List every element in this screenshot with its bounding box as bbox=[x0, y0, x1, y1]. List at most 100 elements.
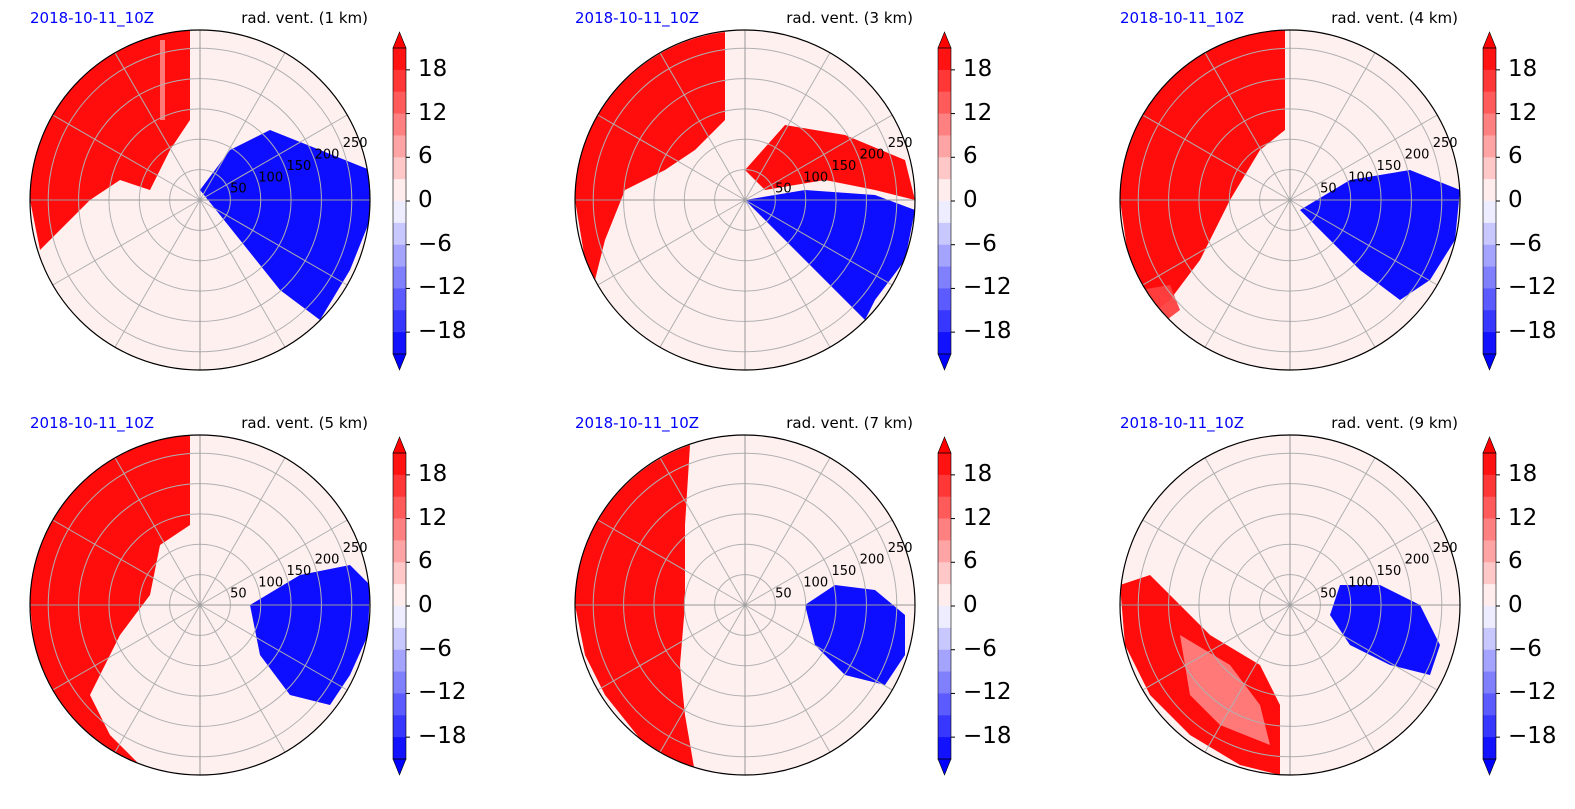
colorbar bbox=[392, 436, 410, 776]
colorbar-extend-max bbox=[937, 31, 952, 49]
range-tick-label: 250 bbox=[343, 541, 368, 556]
colorbar-segment bbox=[393, 222, 406, 246]
azimuth-spoke bbox=[1289, 52, 1376, 201]
date-label: 2018-10-11_10Z bbox=[1120, 414, 1245, 432]
azimuth-spoke bbox=[114, 457, 201, 606]
colorbar-segment bbox=[393, 584, 406, 607]
variable-label: rad. vent. (4 km) bbox=[1331, 9, 1458, 27]
range-tick-label: 250 bbox=[343, 136, 368, 151]
colorbar-tick-label: 0 bbox=[1508, 592, 1523, 618]
colorbar-segment bbox=[1483, 113, 1496, 136]
velocity-region bbox=[805, 585, 905, 685]
range-tick-label: 250 bbox=[888, 541, 913, 556]
range-tick-label: 50 bbox=[775, 587, 792, 602]
azimuth-spoke bbox=[199, 519, 348, 606]
range-tick-label: 100 bbox=[258, 170, 283, 185]
colorbar-segment bbox=[393, 606, 406, 629]
variable-label: rad. vent. (7 km) bbox=[786, 414, 913, 432]
colorbar-tick-label: −6 bbox=[963, 230, 997, 257]
colorbar-segment bbox=[1483, 496, 1496, 520]
velocity-region bbox=[200, 130, 370, 320]
azimuth-spoke bbox=[1142, 604, 1291, 691]
colorbar bbox=[937, 31, 955, 371]
azimuth-spoke bbox=[744, 604, 893, 691]
colorbar-segment bbox=[393, 540, 406, 563]
colorbar-segment bbox=[938, 113, 951, 136]
colorbar-segment bbox=[1483, 135, 1496, 158]
azimuth-spoke bbox=[1289, 604, 1376, 753]
colorbar-segment bbox=[1483, 288, 1496, 311]
azimuth-spoke bbox=[199, 114, 348, 201]
azimuth-spoke bbox=[199, 52, 286, 201]
range-tick-label: 200 bbox=[1405, 553, 1430, 568]
colorbar-segment bbox=[938, 179, 951, 202]
range-tick-label: 100 bbox=[803, 575, 828, 590]
colorbar-segment bbox=[1483, 584, 1496, 607]
variable-label: rad. vent. (9 km) bbox=[1331, 414, 1458, 432]
colorbar-tick-label: 0 bbox=[418, 187, 433, 213]
colorbar-segment bbox=[938, 310, 951, 333]
azimuth-spoke bbox=[1289, 199, 1438, 286]
colorbar bbox=[1482, 436, 1500, 776]
range-tick-label: 50 bbox=[230, 587, 247, 602]
colorbar-extend-min bbox=[1482, 758, 1497, 776]
radar-panel: 50 100 150 200 250 18 12 6 0 −6 −12 −18 2018-10-11_1… bbox=[545, 0, 1065, 400]
velocity-field bbox=[575, 445, 905, 773]
colorbar-segment bbox=[393, 91, 406, 115]
velocity-region bbox=[575, 32, 725, 280]
colorbar-segment bbox=[938, 715, 951, 738]
colorbar-tick-label: 0 bbox=[1508, 187, 1523, 213]
azimuth-spoke bbox=[659, 457, 746, 606]
range-tick-label: 150 bbox=[1376, 159, 1401, 174]
colorbar bbox=[1482, 31, 1500, 371]
colorbar-segment bbox=[938, 288, 951, 311]
date-label: 2018-10-11_10Z bbox=[575, 414, 700, 432]
colorbar-tick-label: 6 bbox=[1508, 143, 1523, 170]
colorbar-tick-label: 18 bbox=[963, 460, 993, 487]
colorbar-tick-label: −12 bbox=[418, 274, 467, 301]
velocity-region bbox=[745, 125, 915, 200]
colorbar-segment bbox=[393, 157, 406, 180]
colorbar-segment bbox=[393, 244, 406, 268]
velocity-region bbox=[250, 565, 370, 705]
colorbar-tick-label: −6 bbox=[1508, 635, 1542, 662]
colorbar-tick-label: 0 bbox=[963, 592, 978, 618]
colorbar-segment bbox=[938, 606, 951, 629]
colorbar-tick-label: 12 bbox=[963, 504, 993, 531]
colorbar-segment bbox=[393, 496, 406, 520]
azimuth-spoke bbox=[744, 199, 831, 348]
azimuth-spoke bbox=[744, 604, 831, 753]
polar-boundary bbox=[574, 434, 916, 776]
azimuth-spoke bbox=[1142, 199, 1291, 286]
azimuth-spoke bbox=[744, 114, 893, 201]
colorbar-segment bbox=[393, 562, 406, 585]
colorbar-segment bbox=[1483, 649, 1496, 673]
colorbar-extend-max bbox=[1482, 31, 1497, 49]
azimuth-spoke bbox=[114, 52, 201, 201]
colorbar-extend-min bbox=[392, 353, 407, 371]
colorbar-segment bbox=[1483, 693, 1496, 716]
colorbar-tick-label: −18 bbox=[1508, 723, 1557, 750]
variable-label: rad. vent. (5 km) bbox=[241, 414, 368, 432]
colorbar-segment bbox=[393, 453, 406, 476]
range-tick-label: 250 bbox=[1433, 541, 1458, 556]
azimuth-spoke bbox=[52, 604, 201, 691]
range-tick-label: 50 bbox=[1320, 182, 1337, 197]
colorbar-segment bbox=[938, 518, 951, 541]
colorbar-segment bbox=[1483, 474, 1496, 498]
colorbar-tick-label: −12 bbox=[418, 679, 467, 706]
colorbar bbox=[937, 436, 955, 776]
azimuth-spoke bbox=[114, 199, 201, 348]
colorbar-segment bbox=[393, 474, 406, 498]
colorbar-segment bbox=[938, 474, 951, 498]
colorbar-segment bbox=[938, 671, 951, 694]
azimuth-spoke bbox=[1142, 114, 1291, 201]
colorbar-segment bbox=[938, 496, 951, 520]
azimuth-spoke bbox=[597, 114, 746, 201]
colorbar-segment bbox=[938, 562, 951, 585]
colorbar-tick-label: 12 bbox=[418, 99, 448, 126]
date-label: 2018-10-11_10Z bbox=[30, 9, 155, 27]
colorbar-segment bbox=[1483, 201, 1496, 224]
